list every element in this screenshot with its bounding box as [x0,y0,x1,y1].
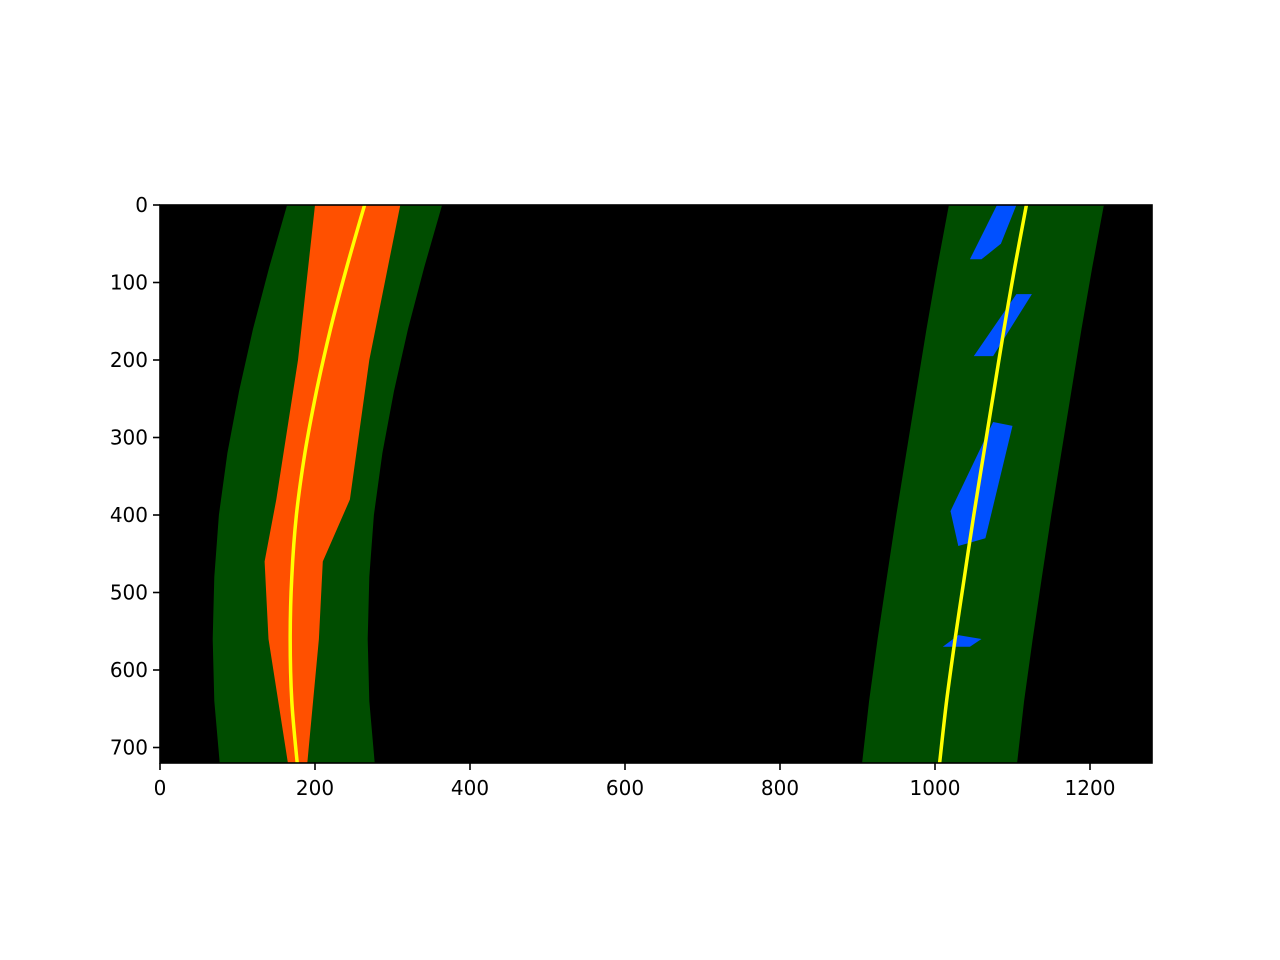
x-tick-label: 1200 [1065,776,1116,800]
x-tick-label: 200 [296,776,334,800]
right-lane-pixel-blob-4 [942,635,982,647]
x-tick-label: 0 [154,776,167,800]
y-tick-label: 500 [110,581,148,605]
y-tick-label: 300 [110,426,148,450]
fit-line-1 [288,205,367,763]
plot-area [212,205,1104,763]
x-tick-label: 400 [451,776,489,800]
right-lane-pixel-blob-2 [973,294,1032,357]
fit-line-2 [937,205,1029,763]
y-axis: 0 100 200 300 400 500 600 700 [110,193,160,760]
y-tick-label: 400 [110,503,148,527]
y-tick-label: 200 [110,348,148,372]
y-tick-label: 100 [110,271,148,295]
y-tick-label: 0 [135,193,148,217]
x-tick-label: 800 [761,776,799,800]
x-tick-label: 600 [606,776,644,800]
y-tick-label: 700 [110,736,148,760]
y-tick-label: 600 [110,658,148,682]
plot-frame [159,204,1153,764]
x-tick-label: 1000 [910,776,961,800]
left-lane-pixels [264,205,401,763]
x-axis: 0 200 400 600 800 1000 1200 [154,763,1116,800]
right-lane-pixel-blob-3 [950,422,1013,546]
right-lane-pixel-blob-1 [969,205,1017,260]
